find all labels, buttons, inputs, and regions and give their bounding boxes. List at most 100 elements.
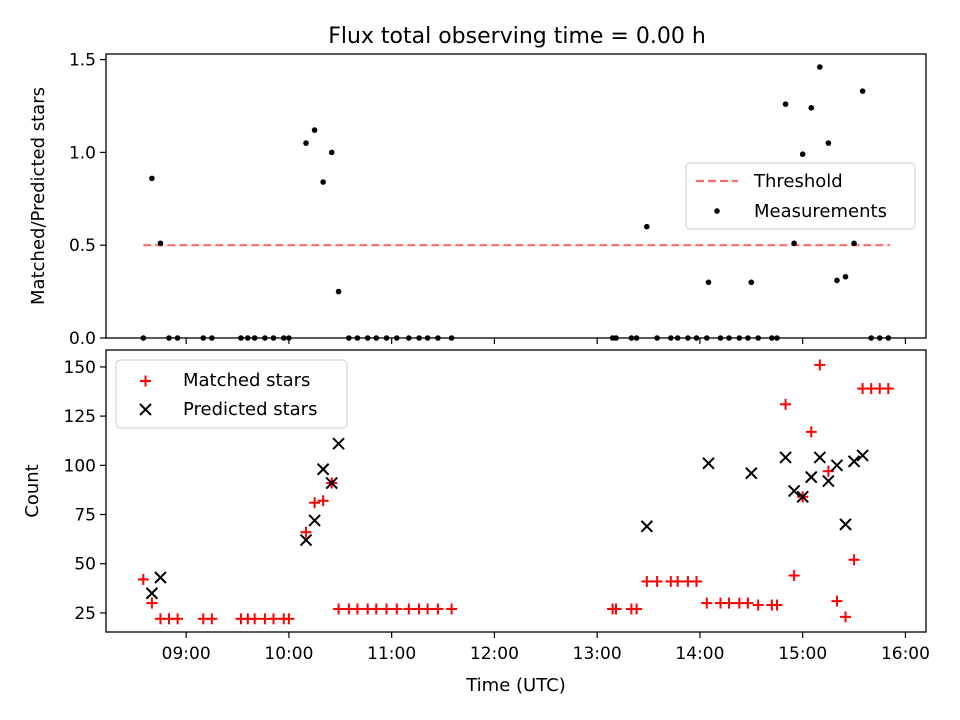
legend-matched-label: Matched stars [183, 370, 310, 391]
x-axis-label: Time (UTC) [465, 675, 566, 696]
matched-star-point [283, 613, 295, 625]
matched-star-point [309, 497, 321, 509]
predicted-star-point [145, 587, 159, 600]
matched-star-point [370, 603, 382, 615]
measurement-point [311, 127, 318, 133]
matched-star-point [771, 599, 783, 611]
measurement-point [842, 273, 849, 280]
matched-star-point [432, 603, 444, 615]
x-tick-label: 13:00 [573, 644, 622, 664]
legend-threshold-label: Threshold [753, 171, 843, 192]
x-tick-label: 15:00 [778, 644, 827, 664]
predicted-star-point [822, 474, 835, 488]
top-plot-frame [105, 53, 927, 339]
legend-bottom: Matched stars Predicted stars [115, 359, 348, 429]
legend-box [685, 162, 916, 230]
legend-top: Threshold Measurements [685, 162, 916, 230]
y-tick-label: 1.5 [69, 51, 96, 71]
measurement-point [808, 105, 815, 111]
legend-predicted-label: Predicted stars [183, 399, 317, 420]
predicted-star-point [813, 451, 827, 464]
matched-star-point [381, 603, 393, 615]
x-tick-label: 10:00 [264, 644, 313, 664]
matched-star-point [831, 595, 843, 607]
bottom-panel: 25 50 75 100 125 150 09:00 10:00 11:00 12:00 13:0… [22, 349, 930, 696]
y-axis-label-bottom: Count [22, 464, 43, 517]
predicted-star-point [640, 520, 654, 533]
matched-star-point [446, 603, 458, 615]
predicted-star-point [325, 476, 338, 490]
predicted-star-point [779, 451, 792, 464]
predicted-star-point [154, 571, 167, 584]
predicted-star-point [745, 466, 758, 480]
x-tick-label: 11:00 [367, 644, 416, 664]
matched-star-point [672, 575, 684, 587]
matched-star-point [267, 613, 279, 625]
legend-box [115, 359, 348, 429]
matched-star-point [631, 603, 643, 615]
legend-measurements-swatch [714, 208, 720, 214]
y-tick-label: 0.0 [69, 329, 96, 349]
measurement-point [303, 140, 309, 146]
matched-star-point [780, 398, 792, 410]
y-tick-label: 125 [64, 407, 96, 427]
matched-star-point [317, 495, 329, 507]
predicted-star-point [839, 518, 852, 531]
matched-star-point [403, 603, 415, 615]
matched-star-point [723, 597, 735, 609]
measurement-point [320, 179, 326, 185]
legend-measurements-label: Measurements [754, 201, 887, 222]
matched-star-point [137, 573, 149, 585]
x-tick-label: 14:00 [675, 644, 724, 664]
measurement-point [817, 64, 823, 70]
measurement-point [851, 240, 857, 247]
x-tick-label: 09:00 [162, 644, 211, 664]
matched-star-point [351, 603, 363, 615]
matched-star-point [691, 575, 703, 587]
y-axis-label-top: Matched/Predicted stars [28, 87, 49, 305]
measurement-point [149, 175, 155, 182]
bottom-plot-frame [105, 349, 927, 633]
matched-star-point [206, 613, 218, 625]
measurement-point [157, 240, 164, 247]
matched-star-point [146, 597, 158, 609]
matched-star-point [422, 603, 434, 615]
predicted-star-point [796, 490, 809, 504]
matched-star-point [333, 603, 345, 615]
matched-star-point [742, 597, 754, 609]
measurement-point [791, 240, 797, 247]
x-tick-label: 16:00 [881, 644, 930, 664]
x-tick-label: 12:00 [470, 644, 519, 664]
measurement-point [748, 279, 755, 286]
y-tick-label: 100 [64, 456, 96, 476]
legend-predicted-swatch [139, 403, 152, 416]
predicted-star-point [847, 455, 861, 468]
matched-star-point [882, 383, 894, 395]
measurement-point [782, 101, 789, 107]
matched-star-point [701, 597, 713, 609]
y-tick-label: 150 [64, 358, 96, 378]
predicted-star-point [316, 463, 330, 476]
matched-star-point [814, 359, 826, 371]
y-tick-label: 50 [74, 555, 96, 575]
top-panel: Flux total observing time = 0.00 h 0.0 0.… [28, 24, 927, 349]
measurement-point [335, 288, 342, 295]
matched-star-point [752, 599, 764, 611]
matched-star-point [805, 426, 817, 438]
matched-star-point [840, 611, 852, 623]
measurement-point [834, 277, 840, 284]
matched-star-point [651, 575, 663, 587]
measurement-point [328, 149, 335, 156]
measurement-point [705, 279, 712, 286]
matched-star-point [172, 613, 184, 625]
measurement-point [644, 223, 650, 230]
predicted-star-point [830, 459, 844, 472]
y-tick-label: 75 [74, 506, 96, 526]
chart-title: Flux total observing time = 0.00 h [328, 24, 706, 49]
legend-matched-swatch [140, 375, 151, 387]
predicted-star-point [332, 437, 345, 450]
y-tick-label: 1.0 [69, 143, 96, 163]
measurement-point [859, 88, 866, 94]
predicted-star-point [702, 457, 715, 470]
